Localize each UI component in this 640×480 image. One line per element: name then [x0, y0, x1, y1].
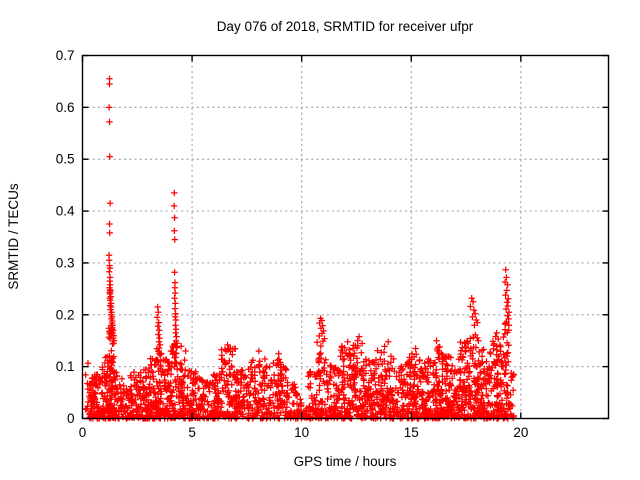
y-tick-label: 0.7 — [56, 48, 75, 63]
x-tick-label: 5 — [188, 425, 196, 440]
x-tick-label: 10 — [294, 425, 309, 440]
y-tick-label: 0.1 — [56, 359, 75, 374]
plot-frame — [81, 54, 610, 420]
x-axis-tick-labels: 0 5 10 15 20 — [79, 425, 529, 440]
x-tick-label: 0 — [79, 425, 87, 440]
grid-lines — [82, 55, 609, 419]
x-tick-label: 15 — [404, 425, 419, 440]
x-tick-label: 20 — [513, 425, 528, 440]
y-axis-tick-labels: 0 0.1 0.2 0.3 0.4 0.5 0.6 0.7 — [56, 48, 75, 426]
y-tick-label: 0.3 — [56, 255, 75, 270]
axis-tick-marks — [81, 54, 609, 420]
y-axis-label: SRMTID / TECUs — [6, 183, 21, 290]
y-tick-label: 0.5 — [56, 152, 75, 167]
x-axis-label: GPS time / hours — [294, 454, 397, 469]
y-tick-label: 0 — [67, 411, 75, 426]
data-points-srmtid — [82, 75, 517, 422]
y-tick-label: 0.2 — [56, 307, 75, 322]
y-tick-label: 0.4 — [56, 204, 75, 219]
chart-title: Day 076 of 2018, SRMTID for receiver ufp… — [217, 19, 474, 34]
y-tick-label: 0.6 — [56, 100, 75, 115]
